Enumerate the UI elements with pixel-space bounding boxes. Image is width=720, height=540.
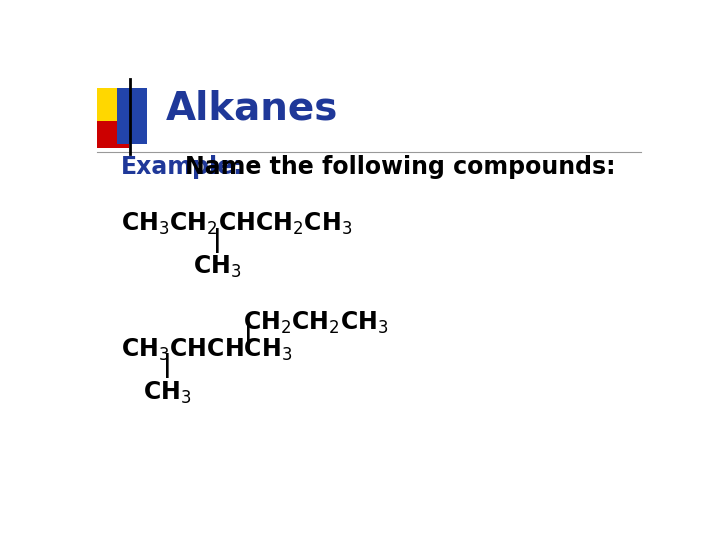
Text: CH$_3$CH$_2$CHCH$_2$CH$_3$: CH$_3$CH$_2$CHCH$_2$CH$_3$	[121, 211, 352, 237]
Text: CH$_3$: CH$_3$	[193, 254, 241, 280]
Text: Alkanes: Alkanes	[166, 90, 338, 127]
Bar	[96, 121, 129, 148]
Text: |: |	[163, 353, 171, 377]
Text: CH$_3$: CH$_3$	[143, 380, 192, 406]
Text: CH$_2$CH$_2$CH$_3$: CH$_2$CH$_2$CH$_3$	[243, 309, 389, 336]
Bar	[117, 87, 148, 144]
Text: |: |	[243, 325, 252, 349]
Text: Example:: Example:	[121, 154, 243, 179]
Text: Name the following compounds:: Name the following compounds:	[185, 154, 616, 179]
Text: CH$_3$CHCHCH$_3$: CH$_3$CHCHCH$_3$	[121, 336, 292, 363]
Bar	[96, 87, 129, 125]
Text: |: |	[213, 228, 222, 253]
